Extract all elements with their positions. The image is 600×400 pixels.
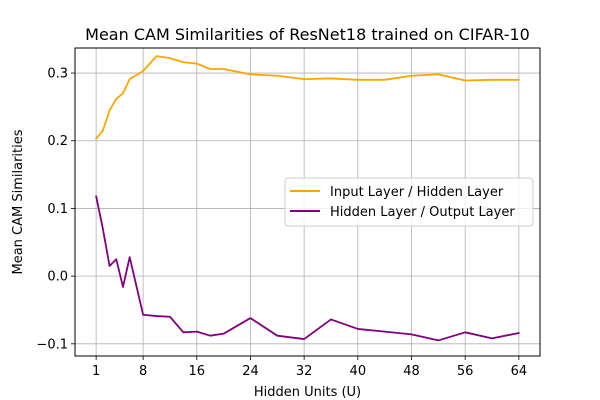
x-tick-label: 40 — [350, 364, 367, 379]
legend-label-hidden-output: Hidden Layer / Output Layer — [330, 205, 515, 220]
legend-label-input-hidden: Input Layer / Hidden Layer — [330, 185, 504, 200]
series-line-1 — [95, 195, 520, 342]
plot-area-frame — [74, 47, 541, 357]
x-tick-label: 1 — [92, 364, 100, 379]
y-tick-label: 0.2 — [47, 134, 68, 149]
x-tick-label: 8 — [139, 364, 147, 379]
series-lines — [95, 55, 520, 342]
y-tick-label: 0.0 — [47, 270, 68, 285]
x-tick-label: 24 — [242, 364, 259, 379]
y-tick-label: 0.3 — [47, 67, 68, 82]
y-tick-label: −0.1 — [36, 337, 68, 352]
chart-title: Mean CAM Similarities of ResNet18 traine… — [85, 25, 530, 44]
x-tick-label: 56 — [457, 364, 474, 379]
x-axis-label: Hidden Units (U) — [254, 385, 361, 400]
x-tick-label: 64 — [511, 364, 528, 379]
y-axis-ticks: −0.1 0.0 0.1 0.2 0.3 — [36, 67, 75, 352]
y-tick-label: 0.1 — [47, 202, 68, 217]
x-tick-label: 48 — [403, 364, 420, 379]
series-line-0 — [95, 55, 520, 140]
x-tick-label: 32 — [296, 364, 313, 379]
legend-box — [284, 177, 534, 227]
x-axis-ticks: 1 8 16 24 32 40 48 56 64 — [92, 356, 527, 379]
y-axis-label: Mean CAM Similarities — [11, 129, 26, 274]
x-tick-label: 16 — [189, 364, 206, 379]
legend: Input Layer / Hidden Layer Hidden Layer … — [284, 177, 534, 227]
